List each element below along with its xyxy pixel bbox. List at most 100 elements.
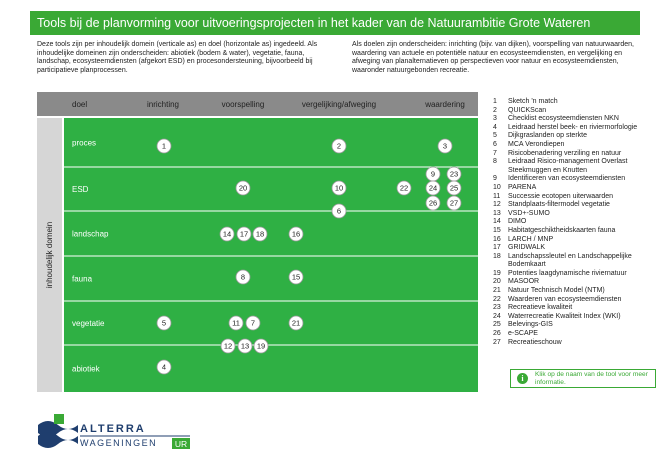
- info-text: Klik op de naam van de tool voor meer in…: [535, 371, 648, 386]
- marker-number: 18: [256, 230, 264, 239]
- tool-item[interactable]: 22 Waarderen van ecosysteemdiensten: [493, 296, 663, 305]
- tool-name[interactable]: VSD+-SUMO: [508, 209, 550, 217]
- logo-org: WAGENINGEN: [80, 438, 157, 448]
- marker-number: 21: [292, 319, 300, 328]
- tool-item[interactable]: 21 Natuur Technisch Model (NTM): [493, 287, 663, 296]
- tool-number: 20: [493, 278, 501, 286]
- tool-item[interactable]: 27 Recreatieschouw: [493, 339, 663, 348]
- tool-name[interactable]: LARCH / MNP: [508, 235, 554, 243]
- tool-number: 12: [493, 201, 501, 209]
- tool-name[interactable]: Leidraad Risico-management Overlast Stee…: [508, 158, 628, 174]
- tool-item[interactable]: 16 LARCH / MNP: [493, 236, 663, 245]
- logo-name: ALTERRA: [80, 423, 146, 435]
- marker-number: 24: [429, 184, 437, 193]
- tool-item[interactable]: 19 Potenties laagdynamische riviernatuur: [493, 270, 663, 279]
- tool-item[interactable]: 20 MASOOR: [493, 278, 663, 287]
- tool-name[interactable]: Waarderen van ecosysteemdiensten: [508, 295, 622, 303]
- tool-name[interactable]: Successie ecotopen uiterwaarden: [508, 192, 614, 200]
- marker-circle: [446, 195, 462, 211]
- tool-item[interactable]: 26 e-SCAPE: [493, 330, 663, 339]
- marker-number: 12: [224, 342, 232, 351]
- marker-circle: [235, 180, 251, 196]
- tool-name[interactable]: Checklist ecosysteemdiensten NKN: [508, 115, 619, 123]
- tool-number: 5: [493, 132, 497, 140]
- tool-number: 26: [493, 330, 501, 338]
- marker-number: 23: [450, 170, 458, 179]
- row-label: ESD: [72, 185, 89, 194]
- tool-name[interactable]: Risicobenadering verziling en natuur: [508, 149, 622, 157]
- marker-circle: [220, 338, 236, 354]
- tool-name[interactable]: Belevings-GIS: [508, 321, 553, 329]
- marker-number: 3: [443, 142, 447, 151]
- row-label: abiotiek: [72, 365, 101, 374]
- tool-item[interactable]: 2 QUICKScan: [493, 107, 663, 116]
- marker-number: 20: [239, 184, 247, 193]
- tool-name[interactable]: MASOOR: [508, 278, 540, 286]
- tool-item[interactable]: 14 DIMO: [493, 218, 663, 227]
- tool-item[interactable]: 18 Landschapssleutel en Landschappelijke …: [493, 253, 663, 270]
- tool-name[interactable]: e-SCAPE: [508, 330, 538, 338]
- tool-item[interactable]: 7 Risicobenadering verziling en natuur: [493, 150, 663, 159]
- tool-name[interactable]: Habitatgeschiktheidskaarten fauna: [508, 226, 616, 234]
- tool-name[interactable]: MCA Verondiepen: [508, 140, 565, 148]
- marker-circle: [425, 180, 441, 196]
- tool-item[interactable]: 8 Leidraad Risico-management Overlast Ste…: [493, 158, 663, 175]
- tool-item[interactable]: 13 VSD+-SUMO: [493, 210, 663, 219]
- marker-number: 8: [241, 273, 245, 282]
- marker-circle: [156, 315, 172, 331]
- tool-name[interactable]: DIMO: [508, 218, 527, 226]
- tool-name[interactable]: Natuur Technisch Model (NTM): [508, 287, 605, 295]
- tool-item[interactable]: 3 Checklist ecosysteemdiensten NKN: [493, 115, 663, 124]
- tool-item[interactable]: 24 Waterrecreatie Kwaliteit Index (WKI): [493, 313, 663, 322]
- tool-name[interactable]: Waterrecreatie Kwaliteit Index (WKI): [508, 312, 621, 320]
- tool-name[interactable]: Standplaats-filtermodel vegetatie: [508, 201, 610, 209]
- tool-item[interactable]: 1 Sketch 'n match: [493, 98, 663, 107]
- tool-name[interactable]: Landschapssleutel en Landschappelijke Bo…: [508, 252, 632, 269]
- tool-number: 3: [493, 115, 497, 123]
- marker-number: 11: [232, 319, 240, 328]
- tool-item[interactable]: 4 Leidraad herstel beek- en riviermorfolo…: [493, 124, 663, 133]
- tool-name[interactable]: QUICKScan: [508, 106, 547, 114]
- tool-item[interactable]: 5 Dijkgraslanden op sterkte: [493, 132, 663, 141]
- row-label: fauna: [72, 275, 93, 284]
- marker-circle: [235, 269, 251, 285]
- tool-name[interactable]: PARENA: [508, 183, 537, 191]
- tool-name[interactable]: GRIDWALK: [508, 244, 546, 252]
- intro-right: Als doelen zijn onderscheiden: inrichtin…: [352, 41, 634, 74]
- tool-item[interactable]: 25 Belevings-GIS: [493, 321, 663, 330]
- tool-name[interactable]: Potenties laagdynamische riviernatuur: [508, 269, 627, 277]
- marker-circle: [288, 226, 304, 242]
- tool-number: 17: [493, 244, 501, 252]
- tool-item[interactable]: 10 PARENA: [493, 184, 663, 193]
- title-bar: Tools bij de planvorming voor uitvoering…: [30, 11, 640, 35]
- tool-name[interactable]: Dijkgraslanden op sterkte: [508, 132, 587, 140]
- logo-suffix: UR: [175, 439, 187, 449]
- tool-number: 10: [493, 183, 501, 191]
- tool-item[interactable]: 9 Identificeren van ecosysteemdiensten: [493, 175, 663, 184]
- tool-item[interactable]: 6 MCA Verondiepen: [493, 141, 663, 150]
- tool-name[interactable]: Leidraad herstel beek- en riviermorfolog…: [508, 123, 638, 131]
- domain-label: inhoudelijk domein: [45, 222, 54, 288]
- tool-name[interactable]: Recreatieve kwaliteit: [508, 304, 573, 312]
- tool-number: 16: [493, 235, 501, 243]
- tool-item[interactable]: 23 Recreatieve kwaliteit: [493, 304, 663, 313]
- tool-name[interactable]: Recreatieschouw: [508, 338, 562, 346]
- tool-name[interactable]: Identificeren van ecosysteemdiensten: [508, 175, 626, 183]
- marker-circle: [219, 226, 235, 242]
- tool-number: 9: [493, 175, 497, 183]
- tool-number: 8: [493, 158, 497, 166]
- column-header: vergelijking/afweging: [302, 100, 376, 109]
- marker-circle: [425, 195, 441, 211]
- marker-number: 2: [337, 142, 341, 151]
- marker-circle: [331, 180, 347, 196]
- tool-item[interactable]: 12 Standplaats-filtermodel vegetatie: [493, 201, 663, 210]
- domain-strip: [37, 118, 62, 392]
- tool-item[interactable]: 11 Successie ecotopen uiterwaarden: [493, 193, 663, 202]
- marker-number: 13: [241, 342, 249, 351]
- tool-name[interactable]: Sketch 'n match: [508, 98, 558, 105]
- tool-item[interactable]: 17 GRIDWALK: [493, 244, 663, 253]
- tool-item[interactable]: 15 Habitatgeschiktheidskaarten fauna: [493, 227, 663, 236]
- tool-number: 22: [493, 295, 501, 303]
